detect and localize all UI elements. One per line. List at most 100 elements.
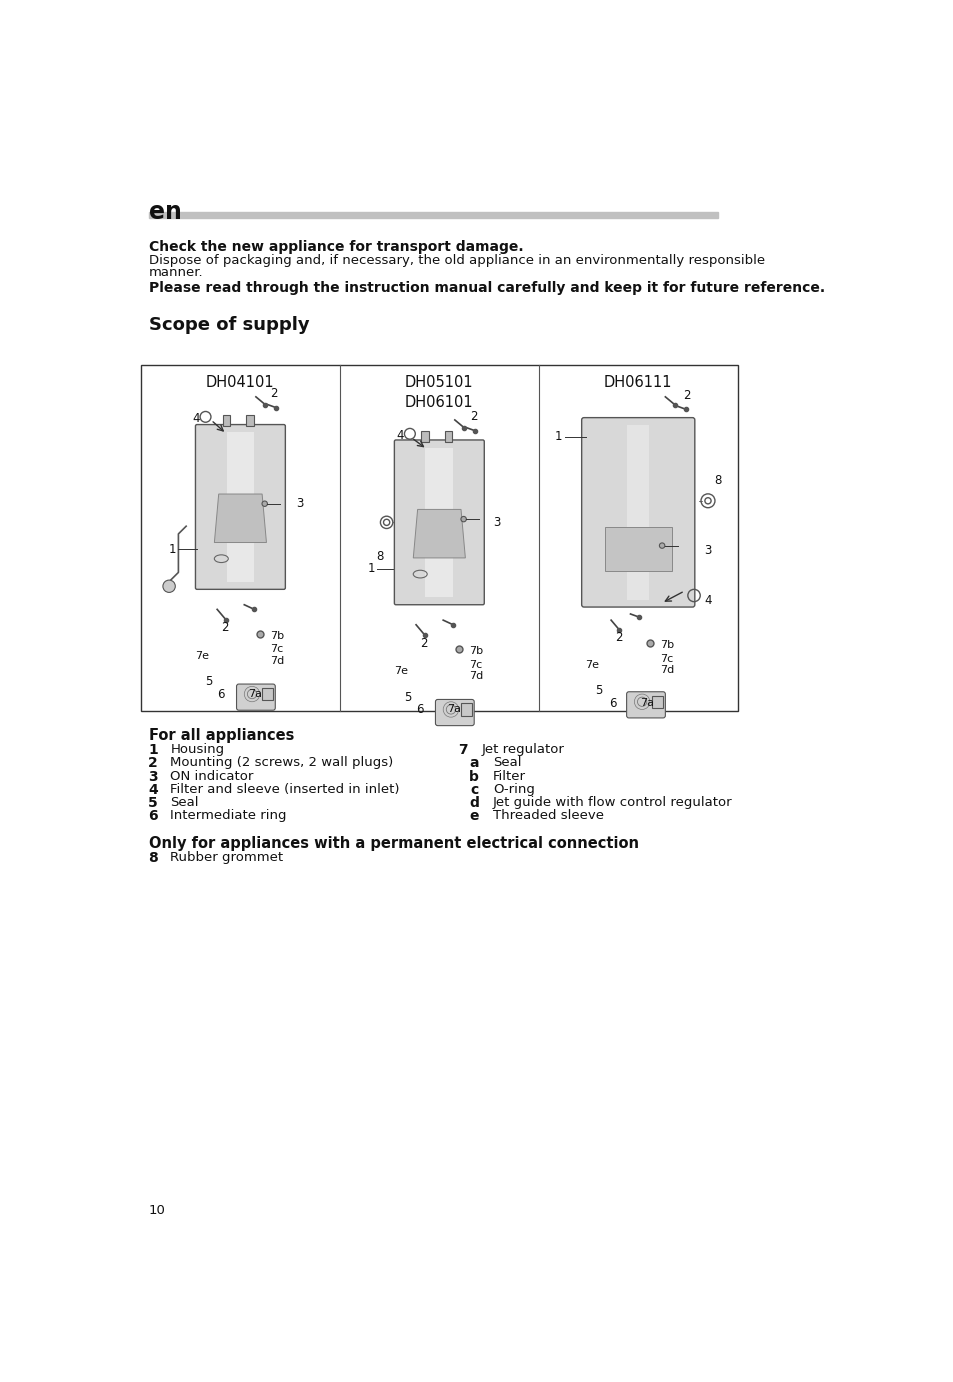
Text: Scope of supply: Scope of supply (149, 316, 309, 334)
Polygon shape (413, 510, 465, 558)
Bar (246, 416, 253, 426)
Text: Housing: Housing (171, 744, 224, 756)
Text: 7c: 7c (659, 654, 673, 663)
Text: 7e: 7e (394, 666, 408, 676)
Text: Filter and sleeve (inserted in inlet): Filter and sleeve (inserted in inlet) (171, 782, 399, 796)
Text: 3: 3 (703, 545, 711, 557)
Circle shape (163, 580, 175, 593)
Polygon shape (604, 527, 671, 572)
Bar (636, 424, 648, 600)
FancyBboxPatch shape (394, 439, 484, 605)
Bar (222, 416, 230, 426)
Text: Rubber grommet: Rubber grommet (171, 851, 283, 864)
Text: 4: 4 (396, 428, 404, 442)
Text: For all appliances: For all appliances (149, 728, 294, 744)
Text: Only for appliances with a permanent electrical connection: Only for appliances with a permanent ele… (149, 836, 638, 851)
Text: 3: 3 (493, 515, 500, 529)
Text: 7d: 7d (270, 656, 284, 666)
Bar (141, 365, 737, 710)
Text: 2: 2 (419, 637, 427, 650)
Text: 5: 5 (148, 796, 158, 810)
Text: 7d: 7d (659, 665, 674, 676)
Text: 7b: 7b (659, 640, 674, 650)
Circle shape (460, 517, 466, 522)
Text: 7a: 7a (639, 698, 653, 709)
Text: a: a (469, 756, 478, 770)
Bar (652, 695, 662, 708)
Text: b: b (469, 770, 478, 784)
Text: DH06111: DH06111 (603, 376, 672, 390)
Text: 8: 8 (714, 474, 720, 486)
Text: 6: 6 (149, 808, 158, 822)
Text: 2: 2 (470, 410, 477, 423)
FancyBboxPatch shape (195, 424, 285, 589)
Text: en: en (149, 200, 181, 224)
Text: 8: 8 (375, 550, 383, 564)
Text: c: c (470, 782, 478, 796)
Bar (421, 431, 429, 441)
Text: Jet guide with flow control regulator: Jet guide with flow control regulator (493, 796, 732, 808)
Text: 7b: 7b (468, 645, 482, 656)
Text: 1: 1 (368, 562, 375, 575)
Text: 4: 4 (148, 782, 158, 796)
Text: 7c: 7c (468, 659, 481, 670)
Text: 6: 6 (416, 703, 423, 716)
Text: O-ring: O-ring (493, 782, 534, 796)
Text: Dispose of packaging and, if necessary, the old appliance in an environmentally : Dispose of packaging and, if necessary, … (149, 254, 764, 267)
Text: Seal: Seal (493, 756, 520, 770)
Text: 7d: 7d (468, 672, 482, 681)
Text: 3: 3 (149, 770, 158, 784)
Text: Seal: Seal (171, 796, 198, 808)
Text: Filter: Filter (493, 770, 525, 782)
Bar (262, 688, 273, 701)
Text: Threaded sleeve: Threaded sleeve (493, 808, 603, 822)
Text: 1: 1 (169, 543, 176, 556)
Text: e: e (469, 808, 478, 822)
Bar (444, 431, 452, 441)
Text: 7e: 7e (585, 659, 598, 670)
Text: 7: 7 (457, 744, 468, 757)
Text: Check the new appliance for transport damage.: Check the new appliance for transport da… (149, 239, 523, 254)
Text: Please read through the instruction manual carefully and keep it for future refe: Please read through the instruction manu… (149, 282, 824, 296)
Bar (149, 211, 718, 218)
Text: 7e: 7e (195, 651, 210, 661)
Text: Jet regulator: Jet regulator (481, 744, 564, 756)
Text: 2: 2 (615, 630, 622, 644)
Polygon shape (214, 493, 266, 543)
Circle shape (262, 502, 267, 506)
Text: 5: 5 (595, 684, 602, 698)
Text: 2: 2 (270, 387, 277, 401)
Text: d: d (469, 796, 478, 810)
Text: DH04101: DH04101 (206, 376, 274, 390)
FancyBboxPatch shape (626, 692, 664, 717)
FancyBboxPatch shape (435, 699, 474, 726)
Text: 2: 2 (682, 388, 690, 402)
Text: ON indicator: ON indicator (171, 770, 253, 782)
FancyBboxPatch shape (581, 417, 694, 607)
Text: 5: 5 (205, 676, 213, 688)
Text: 6: 6 (608, 697, 616, 710)
Text: 8: 8 (148, 851, 158, 865)
Text: 2: 2 (148, 756, 158, 770)
Text: 7c: 7c (270, 644, 283, 655)
Text: 7a: 7a (248, 690, 262, 699)
Bar (460, 703, 472, 716)
Text: 7a: 7a (447, 705, 460, 714)
Text: 2: 2 (221, 622, 229, 634)
Text: 1: 1 (554, 430, 561, 444)
Text: 4: 4 (703, 594, 711, 608)
Bar (425, 448, 453, 597)
Text: Intermediate ring: Intermediate ring (171, 808, 287, 822)
Text: 5: 5 (404, 691, 412, 703)
Text: 7b: 7b (270, 630, 284, 640)
Text: manner.: manner. (149, 265, 203, 279)
Text: Mounting (2 screws, 2 wall plugs): Mounting (2 screws, 2 wall plugs) (171, 756, 394, 770)
Text: 3: 3 (295, 496, 303, 510)
Text: 4: 4 (193, 412, 199, 424)
Text: 6: 6 (217, 688, 224, 701)
Text: DH05101
DH06101: DH05101 DH06101 (405, 376, 473, 410)
Text: 1: 1 (148, 744, 158, 757)
Bar (226, 433, 254, 582)
Circle shape (659, 543, 664, 549)
Text: 10: 10 (149, 1204, 166, 1216)
